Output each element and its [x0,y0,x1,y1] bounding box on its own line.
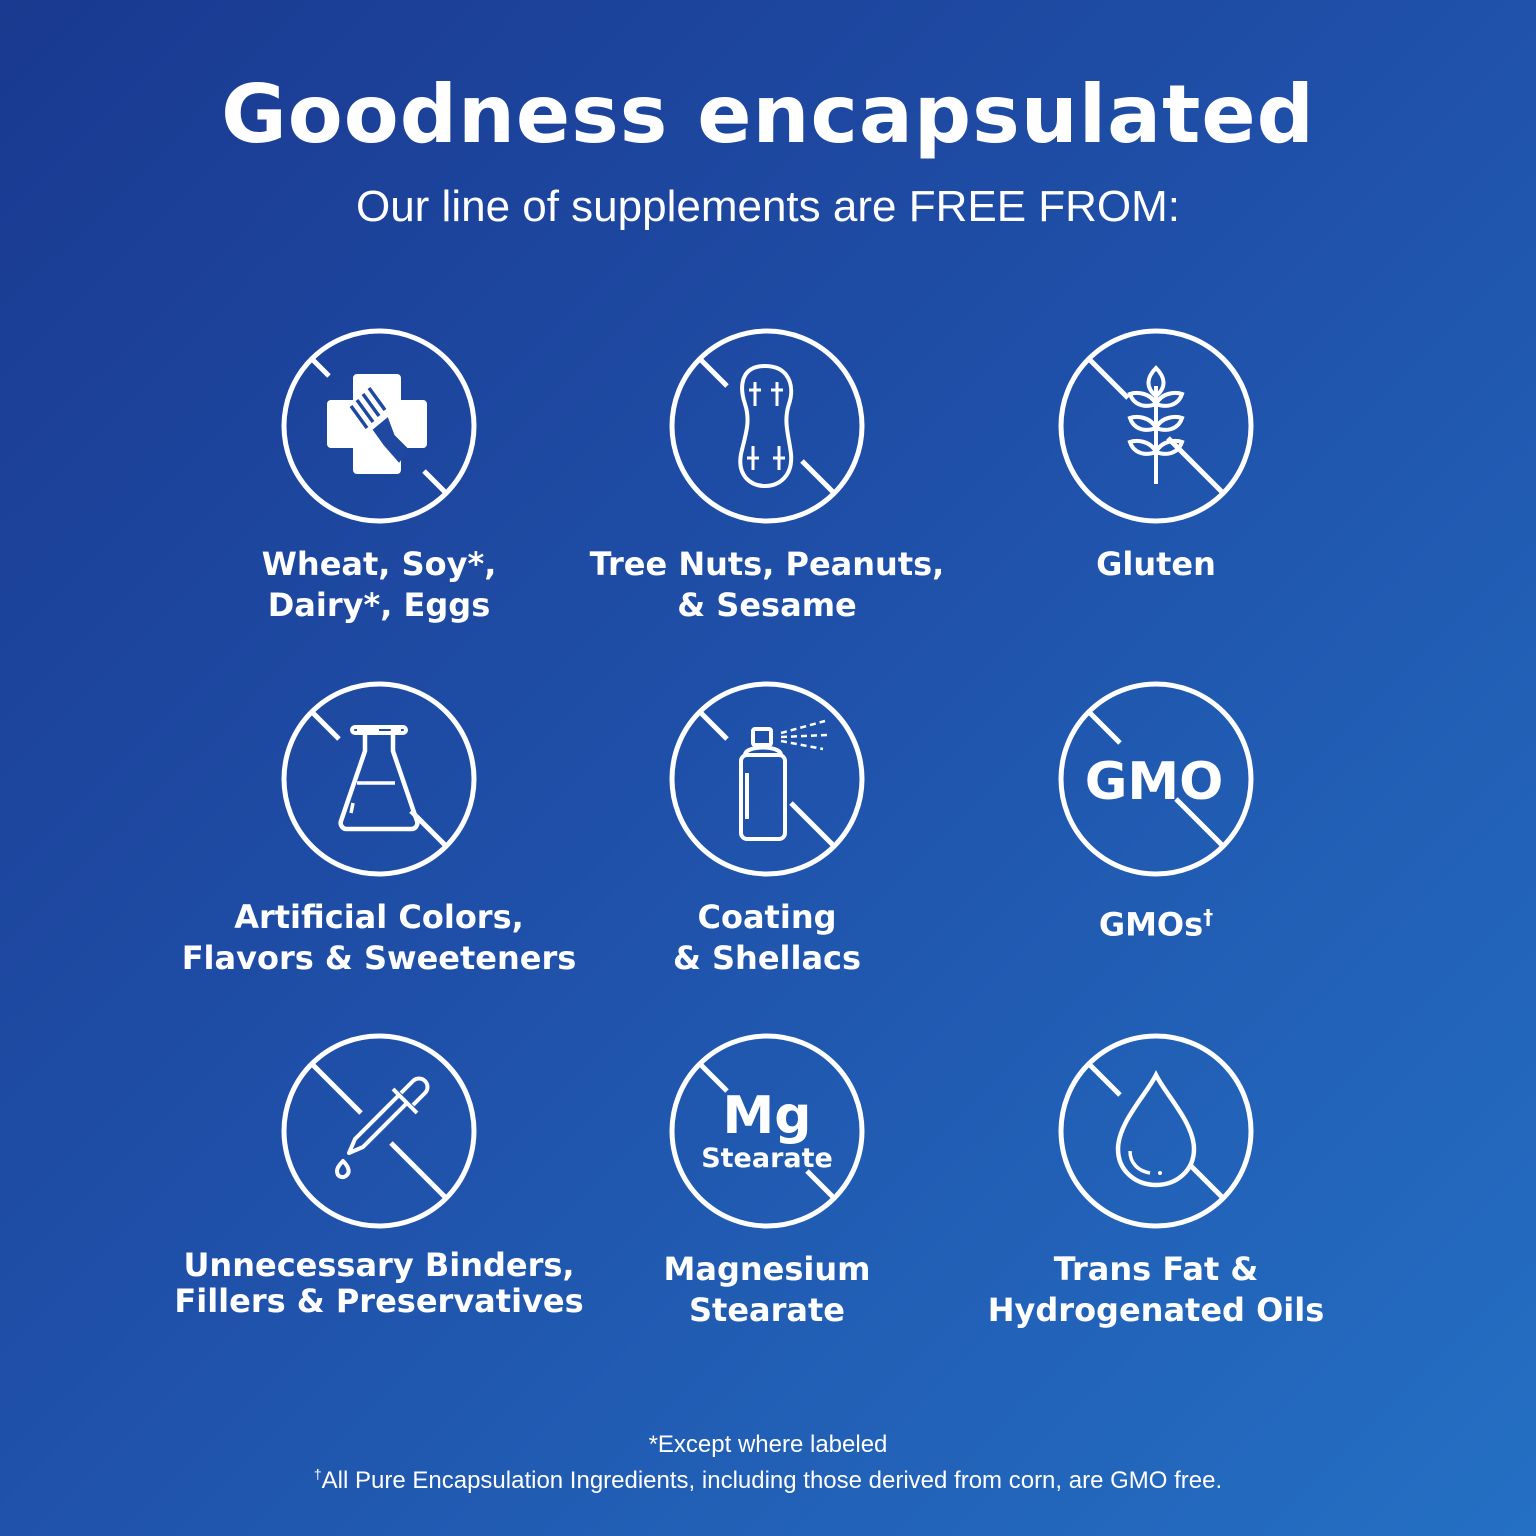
label-line: & Sesame [677,586,857,624]
free-from-item-trans-fat: Trans Fat & Hydrogenated Oils [946,1031,1366,1331]
label-line: Unnecessary Binders, [183,1246,575,1284]
dagger-mark: † [313,1466,322,1482]
free-from-item-nuts: Tree Nuts, Peanuts, & Sesame [557,326,977,626]
free-from-item-magnesium-stearate: Mg Stearate Magnesium Stearate [557,1031,977,1331]
free-from-item-allergens: Wheat, Soy*, Dairy*, Eggs [169,326,589,626]
dagger-mark: † [1203,905,1214,929]
free-from-item-gmo: GMO GMOs† [946,679,1366,946]
label-line: Tree Nuts, Peanuts, [589,545,945,583]
label-line: Fillers & Preservatives [174,1282,584,1320]
label-line: & Shellacs [672,939,862,977]
stearate-icon-text: Stearate [701,1143,833,1174]
item-label: Artificial Colors, Flavors & Sweeteners [169,897,589,979]
mg-stearate-icon: Mg Stearate [669,1033,865,1229]
page-subtitle: Our line of supplements are FREE FROM: [355,182,1181,231]
item-label: Coating & Shellacs [557,897,977,979]
free-from-item-coating: Coating & Shellacs [557,679,977,979]
free-from-item-artificial: Artificial Colors, Flavors & Sweeteners [169,679,589,979]
label-line: Hydrogenated Oils [987,1291,1325,1329]
footnote-gmo-text: All Pure Encapsulation Ingredients, incl… [321,1467,1223,1494]
label-line: Wheat, Soy*, [261,545,497,583]
label-line: Flavors & Sweeteners [181,939,577,977]
oil-drop-icon [1058,1033,1254,1229]
item-label: Tree Nuts, Peanuts, & Sesame [557,544,977,626]
gmo-icon-text: GMO [1085,752,1224,812]
label-line: Dairy*, Eggs [267,586,491,624]
wheat-icon [1058,328,1254,524]
footnote-except-labeled: *Except where labeled [648,1431,888,1458]
spray-can-icon [669,681,865,877]
label-line: Coating [697,898,837,936]
label-line: Stearate [688,1291,845,1329]
item-label: Trans Fat & Hydrogenated Oils [946,1249,1366,1331]
label-line: Magnesium [663,1250,871,1288]
item-label: Magnesium Stearate [557,1249,977,1331]
label-line: Trans Fat & [1053,1250,1259,1288]
gmo-icon: GMO [1058,681,1254,877]
flask-icon [281,681,477,877]
mg-icon-text: Mg [723,1086,812,1146]
label-text: GMOs [1098,905,1204,944]
item-label: Unnecessary Binders, Fillers & Preservat… [169,1247,589,1319]
peanut-icon [669,328,865,524]
label-line: Artificial Colors, [234,898,524,936]
label-line: Gluten [1096,545,1216,583]
allergen-cross-fork-icon [281,328,477,524]
free-from-item-binders: Unnecessary Binders, Fillers & Preservat… [169,1031,589,1319]
free-from-item-gluten: Gluten [946,326,1366,585]
item-label: Gluten [946,544,1366,585]
footnote-gmo: †All Pure Encapsulation Ingredients, inc… [0,1466,1536,1495]
page-title: Goodness encapsulated [221,68,1315,161]
label-line: GMOs† [946,897,1366,946]
dropper-icon [281,1033,477,1229]
item-label: GMOs† [946,897,1366,946]
item-label: Wheat, Soy*, Dairy*, Eggs [169,544,589,626]
